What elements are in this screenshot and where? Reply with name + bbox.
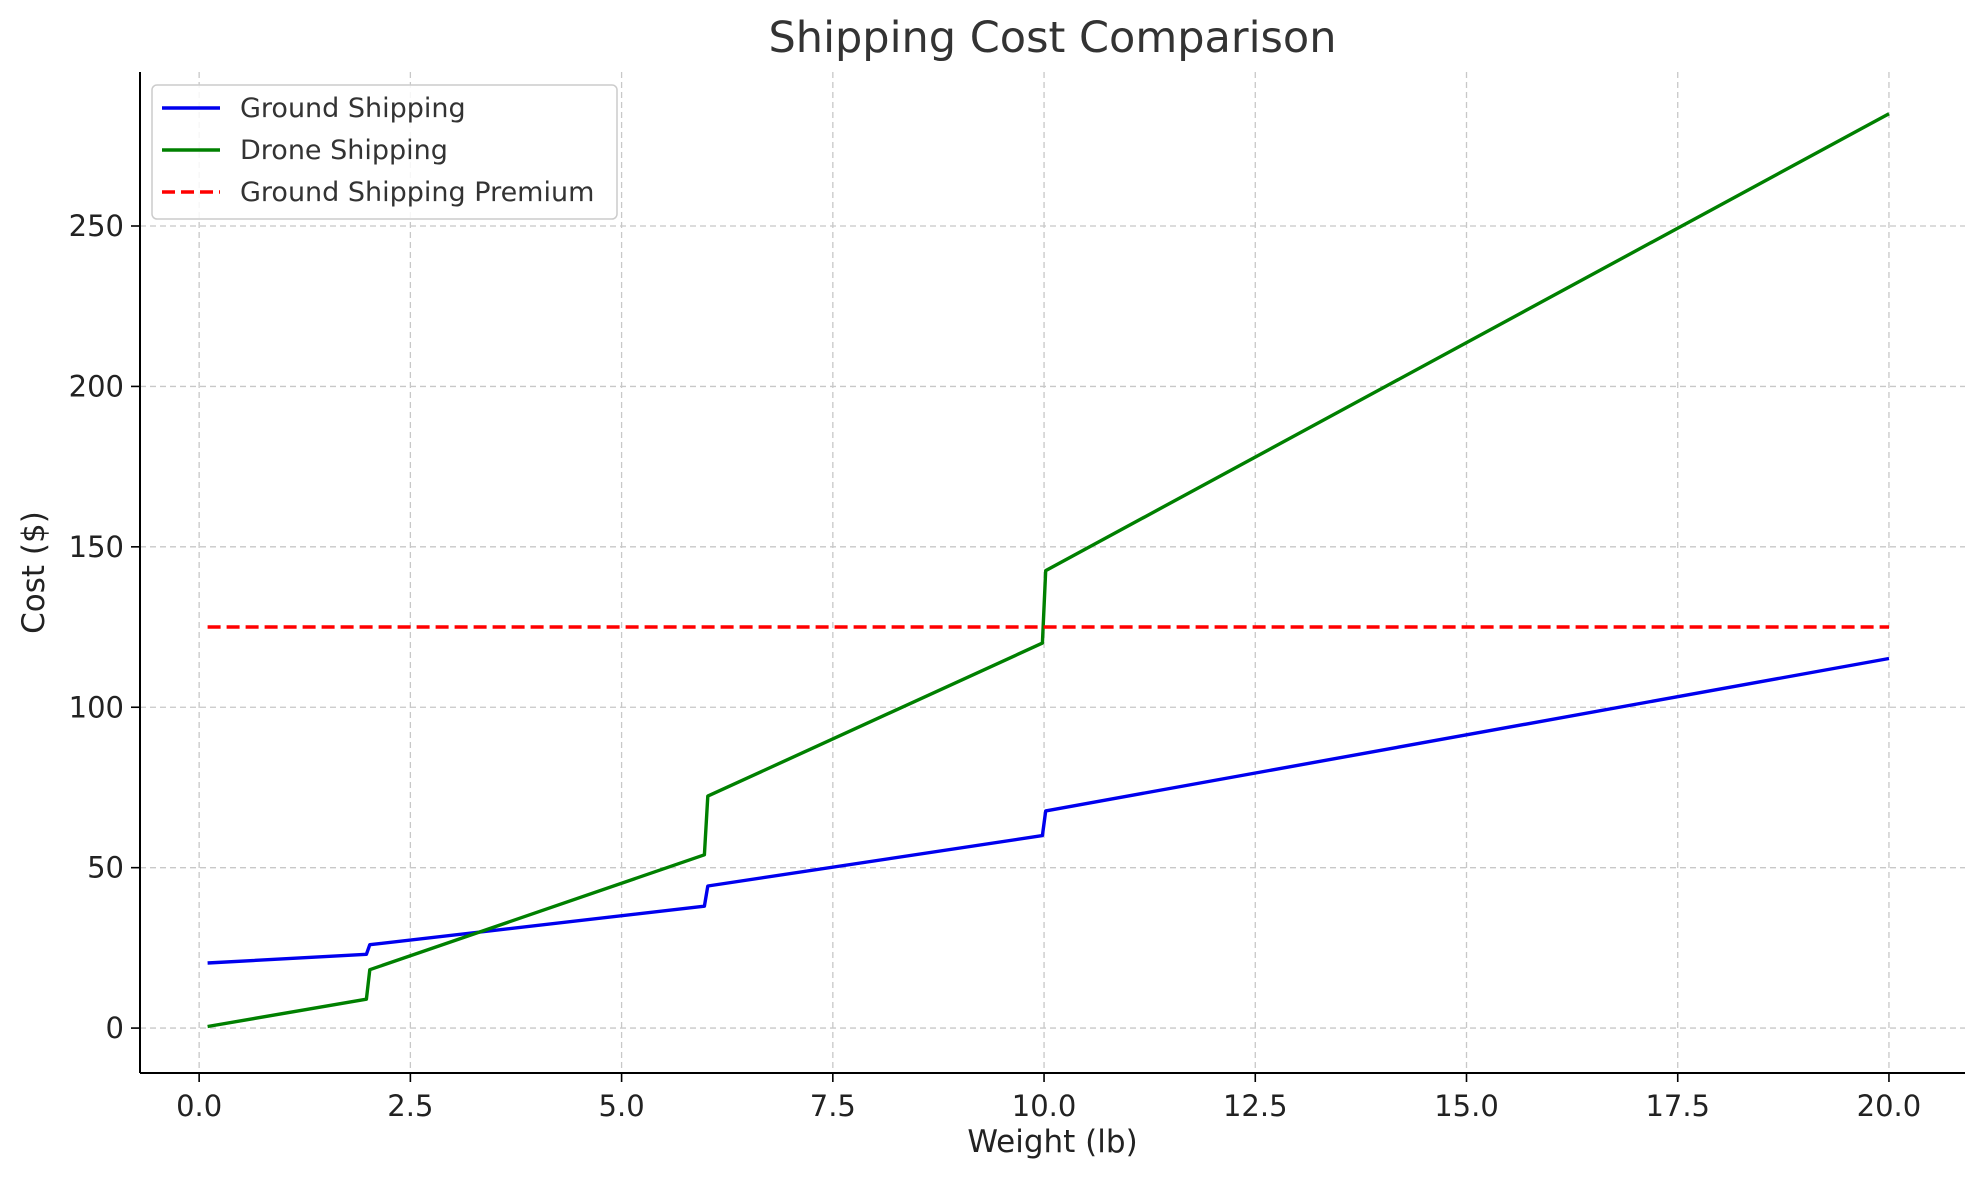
x-tick-label: 15.0 (1434, 1089, 1499, 1123)
legend-label-ground-shipping-premium: Ground Shipping Premium (240, 177, 594, 208)
x-tick-label: 12.5 (1223, 1089, 1288, 1123)
x-axis-label: Weight (lb) (967, 1124, 1137, 1160)
y-ticks: 0 50 100 150 200 250 (69, 209, 140, 1045)
y-axis-label: Cost ($) (16, 511, 52, 634)
axes-layer (139, 72, 1965, 1074)
legend: Ground Shipping Drone Shipping Ground Ship… (151, 84, 618, 220)
y-tick-label: 250 (69, 209, 124, 243)
legend-box (151, 84, 618, 220)
y-tick-label: 50 (87, 851, 124, 885)
x-tick-label: 2.5 (387, 1089, 433, 1123)
series-line-ground-shipping (207, 656, 1890, 965)
series-layer (207, 112, 1890, 1029)
legend-label-drone-shipping: Drone Shipping (240, 135, 448, 166)
x-tick-label: 0.0 (176, 1089, 222, 1123)
x-tick-label: 17.5 (1645, 1089, 1710, 1123)
chart-title: Shipping Cost Comparison (769, 13, 1337, 63)
y-tick-label: 200 (69, 369, 124, 403)
y-tick-label: 0 (106, 1011, 124, 1045)
x-tick-label: 5.0 (599, 1089, 645, 1123)
series-line-drone-shipping (207, 112, 1890, 1029)
legend-label-ground-shipping: Ground Shipping (240, 93, 466, 124)
y-tick-label: 150 (69, 530, 124, 564)
y-tick-label: 100 (69, 690, 124, 724)
x-tick-label: 20.0 (1857, 1089, 1922, 1123)
grid-layer (140, 72, 1965, 1073)
x-ticks: 0.0 2.5 5.0 7.5 10.0 12.5 15.0 17.5 20.0 (176, 1073, 1921, 1123)
x-tick-label: 7.5 (810, 1089, 856, 1123)
legend-entries: Ground Shipping Drone Shipping Ground Ship… (162, 93, 594, 208)
x-tick-label: 10.0 (1012, 1089, 1077, 1123)
